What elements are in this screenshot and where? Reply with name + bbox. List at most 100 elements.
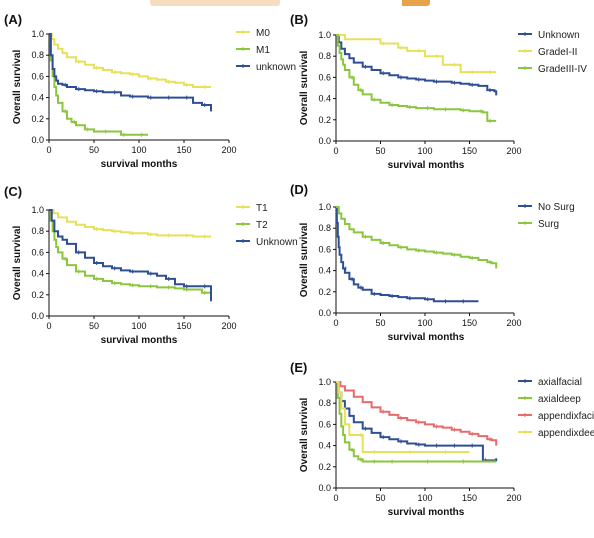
x-tick-label: 100 — [417, 146, 432, 156]
y-axis-title: Overall survival — [299, 398, 310, 473]
top-banner-accent — [402, 0, 430, 6]
x-tick-label: 150 — [462, 146, 477, 156]
x-tick-label: 150 — [176, 145, 191, 155]
x-tick-label: 100 — [131, 321, 146, 331]
panel-e: (E) 0 50 100 150 200 0.0 0.2 0.4 0.6 0.8 1.0 surviva… — [290, 360, 594, 518]
series-line-gradeiii-iv — [336, 34, 497, 122]
y-tick-label: 0.6 — [318, 72, 331, 82]
y-tick-label: 0.2 — [31, 114, 44, 124]
panel-label: (C) — [4, 184, 22, 199]
x-tick-label: 200 — [506, 493, 521, 503]
legend-label: appendixdeep — [538, 428, 594, 439]
y-tick-label: 0.2 — [318, 287, 331, 297]
panel-a: (A) 0 50 100 150 200 0.0 0.2 0.4 0.6 0.8 1.0 surviva… — [4, 12, 296, 170]
series-line-surg — [336, 206, 498, 269]
panel-d: (D) 0 50 100 150 200 0.0 0.2 0.4 0.6 0.8 1.0 surviva… — [290, 182, 575, 343]
x-tick-label: 0 — [46, 321, 51, 331]
y-tick-label: 0.4 — [318, 94, 331, 104]
panel-b: (B) 0 50 100 150 200 0.0 0.2 0.4 0.6 0.8 1.0 surviva… — [290, 12, 587, 171]
legend-label: Surg — [538, 219, 559, 230]
y-tick-label: 0.8 — [31, 226, 44, 236]
legend-label: Unknown — [538, 30, 580, 41]
series-line-gradei-ii — [336, 34, 497, 74]
y-tick-label: 0.0 — [31, 311, 44, 321]
series-line-unknown — [49, 209, 212, 302]
legend-label: Unknown — [256, 237, 298, 248]
y-tick-label: 0.0 — [318, 483, 331, 493]
y-tick-label: 0.4 — [31, 93, 44, 103]
legend-label: No Surg — [538, 202, 575, 213]
y-tick-label: 0.6 — [31, 71, 44, 81]
y-tick-label: 0.8 — [31, 50, 44, 60]
x-tick-label: 50 — [89, 321, 99, 331]
series-line-unknown — [49, 33, 212, 112]
x-tick-label: 100 — [417, 493, 432, 503]
panel-label: (A) — [4, 12, 22, 27]
x-axis-title: survival months — [388, 332, 465, 343]
y-axis-title: Overall survival — [12, 50, 23, 125]
x-tick-label: 200 — [221, 145, 236, 155]
x-tick-label: 50 — [375, 146, 385, 156]
x-tick-label: 0 — [333, 493, 338, 503]
y-tick-label: 0.2 — [318, 115, 331, 125]
top-banner-fragment — [150, 0, 430, 6]
x-tick-label: 200 — [506, 146, 521, 156]
y-tick-label: 0.8 — [318, 51, 331, 61]
y-tick-label: 0.2 — [318, 462, 331, 472]
legend-label: GradeI-II — [538, 47, 577, 58]
legend-label: M1 — [256, 45, 270, 56]
x-tick-label: 200 — [506, 318, 521, 328]
x-tick-label: 50 — [375, 318, 385, 328]
legend-label: axialdeep — [538, 394, 581, 405]
x-tick-label: 150 — [462, 493, 477, 503]
x-tick-label: 0 — [333, 146, 338, 156]
y-tick-label: 0.0 — [318, 136, 331, 146]
y-tick-label: 0.4 — [318, 266, 331, 276]
x-tick-label: 100 — [131, 145, 146, 155]
series-line-no-surg — [335, 206, 479, 303]
x-tick-label: 100 — [417, 318, 432, 328]
y-axis-title: Overall survival — [12, 226, 23, 301]
y-tick-label: 1.0 — [318, 202, 331, 212]
y-tick-label: 0.0 — [318, 308, 331, 318]
y-tick-label: 1.0 — [31, 205, 44, 215]
series-line-t2 — [49, 209, 212, 301]
series-line-axialdeep — [336, 381, 497, 463]
y-axis-title: Overall survival — [299, 223, 310, 298]
series-line-unknown — [336, 34, 498, 96]
x-tick-label: 150 — [462, 318, 477, 328]
x-tick-label: 0 — [46, 145, 51, 155]
series-line-t1 — [49, 209, 211, 238]
y-tick-label: 0.6 — [318, 419, 331, 429]
y-tick-label: 0.4 — [31, 269, 44, 279]
x-axis-title: survival months — [101, 159, 178, 170]
legend-label: GradeIII-IV — [538, 64, 587, 75]
legend-label: axialfacial — [538, 377, 582, 388]
y-axis-title: Overall survival — [299, 51, 310, 126]
x-tick-label: 50 — [375, 493, 385, 503]
y-tick-label: 1.0 — [31, 29, 44, 39]
y-tick-label: 0.0 — [31, 135, 44, 145]
legend-label: T2 — [256, 220, 268, 231]
x-tick-label: 50 — [89, 145, 99, 155]
series-line-appendixdeep — [336, 381, 470, 453]
panel-label: (D) — [290, 182, 308, 197]
legend-label: M0 — [256, 28, 270, 39]
x-axis-title: survival months — [388, 507, 465, 518]
x-axis-title: survival months — [388, 160, 465, 171]
x-tick-label: 150 — [176, 321, 191, 331]
y-tick-label: 0.6 — [31, 247, 44, 257]
x-tick-label: 200 — [221, 321, 236, 331]
legend-label: appendixfacial — [538, 411, 594, 422]
y-tick-label: 0.2 — [31, 290, 44, 300]
y-tick-label: 1.0 — [318, 30, 331, 40]
panel-c: (C) 0 50 100 150 200 0.0 0.2 0.4 0.6 0.8 1.0 surviva… — [4, 184, 298, 346]
legend-label: T1 — [256, 203, 268, 214]
y-tick-label: 0.8 — [318, 398, 331, 408]
series-line-appendixfacial — [336, 381, 498, 446]
x-tick-label: 0 — [333, 318, 338, 328]
y-tick-label: 0.8 — [318, 223, 331, 233]
legend-label: unknown — [256, 62, 296, 73]
panel-label: (B) — [290, 12, 308, 27]
